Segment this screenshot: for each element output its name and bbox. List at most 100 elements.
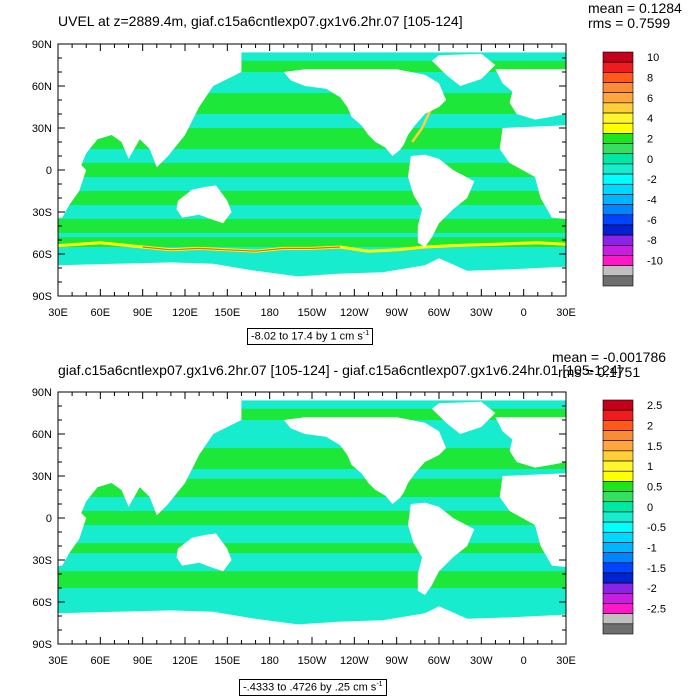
colorbar-label: -1.5 — [647, 563, 666, 575]
colorbar-swatch — [602, 542, 634, 553]
land-mask — [58, 606, 566, 644]
y-tick-label: 60N — [32, 81, 52, 93]
x-tick-label: 120W — [340, 655, 369, 667]
colorbar-label: -4 — [647, 195, 657, 207]
y-tick-label: 30S — [32, 555, 52, 567]
colorbar-swatch — [602, 552, 634, 564]
y-tick-label: 30S — [32, 207, 52, 219]
stats-block: mean = -0.001786 rms = 0.1751 — [552, 350, 666, 380]
colorbar-swatch — [602, 224, 634, 236]
colorbar-swatch — [602, 562, 634, 574]
colorbar-swatch — [602, 501, 634, 513]
x-tick-label: 30W — [470, 307, 493, 319]
y-tick-label: 0 — [46, 165, 52, 177]
colorbar-swatch — [602, 430, 634, 441]
flow-band — [58, 543, 566, 553]
land-mask — [408, 154, 475, 247]
colorbar-label: 0 — [647, 502, 653, 514]
colorbar-swatch — [602, 51, 634, 63]
colorbar-swatch — [602, 521, 634, 533]
colorbar-label: 2.5 — [647, 400, 662, 412]
land-mask — [495, 417, 566, 468]
colorbar-swatch — [602, 572, 634, 584]
colorbar-label: 2 — [647, 420, 653, 432]
colorbar-swatch — [602, 245, 634, 256]
colorbar-swatch — [602, 82, 634, 93]
plot-title: giaf.c15a6cntlexp07.gx1v6.2hr.07 [105-12… — [58, 362, 622, 378]
y-tick-label: 60N — [32, 429, 52, 441]
x-tick-label: 30E — [556, 307, 576, 319]
land-mask — [499, 473, 566, 567]
land-mask — [431, 53, 496, 86]
map-plot-top: 90N 60N 30N 0 30S 60S 90S 30E 60E 90E 120E 150E 180 1… — [32, 39, 663, 319]
flow-band — [58, 478, 566, 497]
x-tick-label: 90E — [133, 655, 153, 667]
land-mask — [283, 417, 447, 504]
land-mask — [58, 399, 242, 567]
contour-info-sup: -1 — [376, 681, 383, 688]
contour-info: -8.02 to 17.4 by 1 cm s-1 — [247, 328, 374, 345]
y-tick-label: 60S — [32, 249, 52, 261]
x-tick-label: 180 — [260, 655, 278, 667]
x-tick-label: 30E — [556, 655, 576, 667]
mean-value: mean = 0.1284 — [588, 0, 682, 16]
colorbar-swatch — [602, 409, 634, 421]
plot-title: UVEL at z=2889.4m, giaf.c15a6cntlexp07.g… — [58, 13, 463, 29]
x-tick-label: 0 — [521, 307, 527, 319]
colorbar-label: 1 — [647, 461, 653, 473]
colorbar-label: -8 — [647, 235, 657, 247]
x-tick-label: 60E — [91, 655, 111, 667]
colorbar-swatch — [602, 491, 634, 503]
x-tick-label: 60E — [91, 307, 111, 319]
land-mask — [408, 502, 475, 595]
stats-block: mean = 0.1284 rms = 0.7599 — [588, 1, 682, 31]
colorbar-swatch — [602, 173, 634, 185]
colorbar-swatch — [602, 531, 634, 543]
contour-info: -.4333 to .4726 by .25 cm s-1 — [239, 679, 387, 696]
colorbar-swatch — [602, 255, 634, 266]
colorbar-swatch — [602, 194, 634, 205]
colorbar-swatch — [602, 623, 634, 635]
flow-band — [58, 191, 566, 205]
x-tick-label: 120E — [172, 655, 198, 667]
colorbar-label: 4 — [647, 113, 653, 125]
colorbar-swatch — [602, 183, 634, 195]
y-tick-label: 30N — [32, 471, 52, 483]
x-tick-label: 0 — [521, 655, 527, 667]
land-mask — [58, 504, 87, 566]
land-mask — [495, 69, 566, 120]
colorbar-swatch — [602, 133, 634, 144]
flow-band — [58, 408, 566, 420]
colorbar-label: 0 — [647, 154, 653, 166]
colorbar-swatch — [602, 214, 634, 226]
colorbar-swatch — [602, 234, 634, 246]
y-tick-label: 60S — [32, 597, 52, 609]
land-mask — [58, 51, 242, 219]
colorbar-swatch — [602, 481, 634, 492]
colorbar-swatch — [602, 582, 634, 594]
colorbar-swatch — [602, 61, 634, 73]
boundary-current — [411, 106, 434, 143]
y-tick-label: 90S — [32, 291, 52, 303]
colorbar-swatch — [602, 112, 634, 124]
colorbar-label: -2 — [647, 174, 657, 186]
x-tick-label: 150E — [214, 307, 240, 319]
colorbar-swatch — [602, 122, 634, 134]
colorbar-label: 10 — [647, 52, 659, 64]
colorbar-label: -2 — [647, 583, 657, 595]
x-tick-label: 120W — [340, 307, 369, 319]
contour-info-text: -.4333 to .4726 by .25 cm s — [243, 681, 377, 694]
x-tick-label: 120E — [172, 307, 198, 319]
land-mask — [58, 258, 566, 296]
x-tick-label: 150W — [298, 307, 327, 319]
colorbar-swatch — [602, 153, 634, 165]
flow-band — [58, 237, 566, 247]
y-tick-label: 0 — [46, 513, 52, 525]
x-tick-label: 30E — [48, 655, 68, 667]
colorbar-label: 6 — [647, 93, 653, 105]
colorbar-label: -6 — [647, 215, 657, 227]
colorbar-label: 1.5 — [647, 441, 662, 453]
colorbar-swatch — [602, 603, 634, 614]
colorbar-label: -10 — [647, 256, 663, 268]
colorbar-swatch — [602, 163, 634, 175]
